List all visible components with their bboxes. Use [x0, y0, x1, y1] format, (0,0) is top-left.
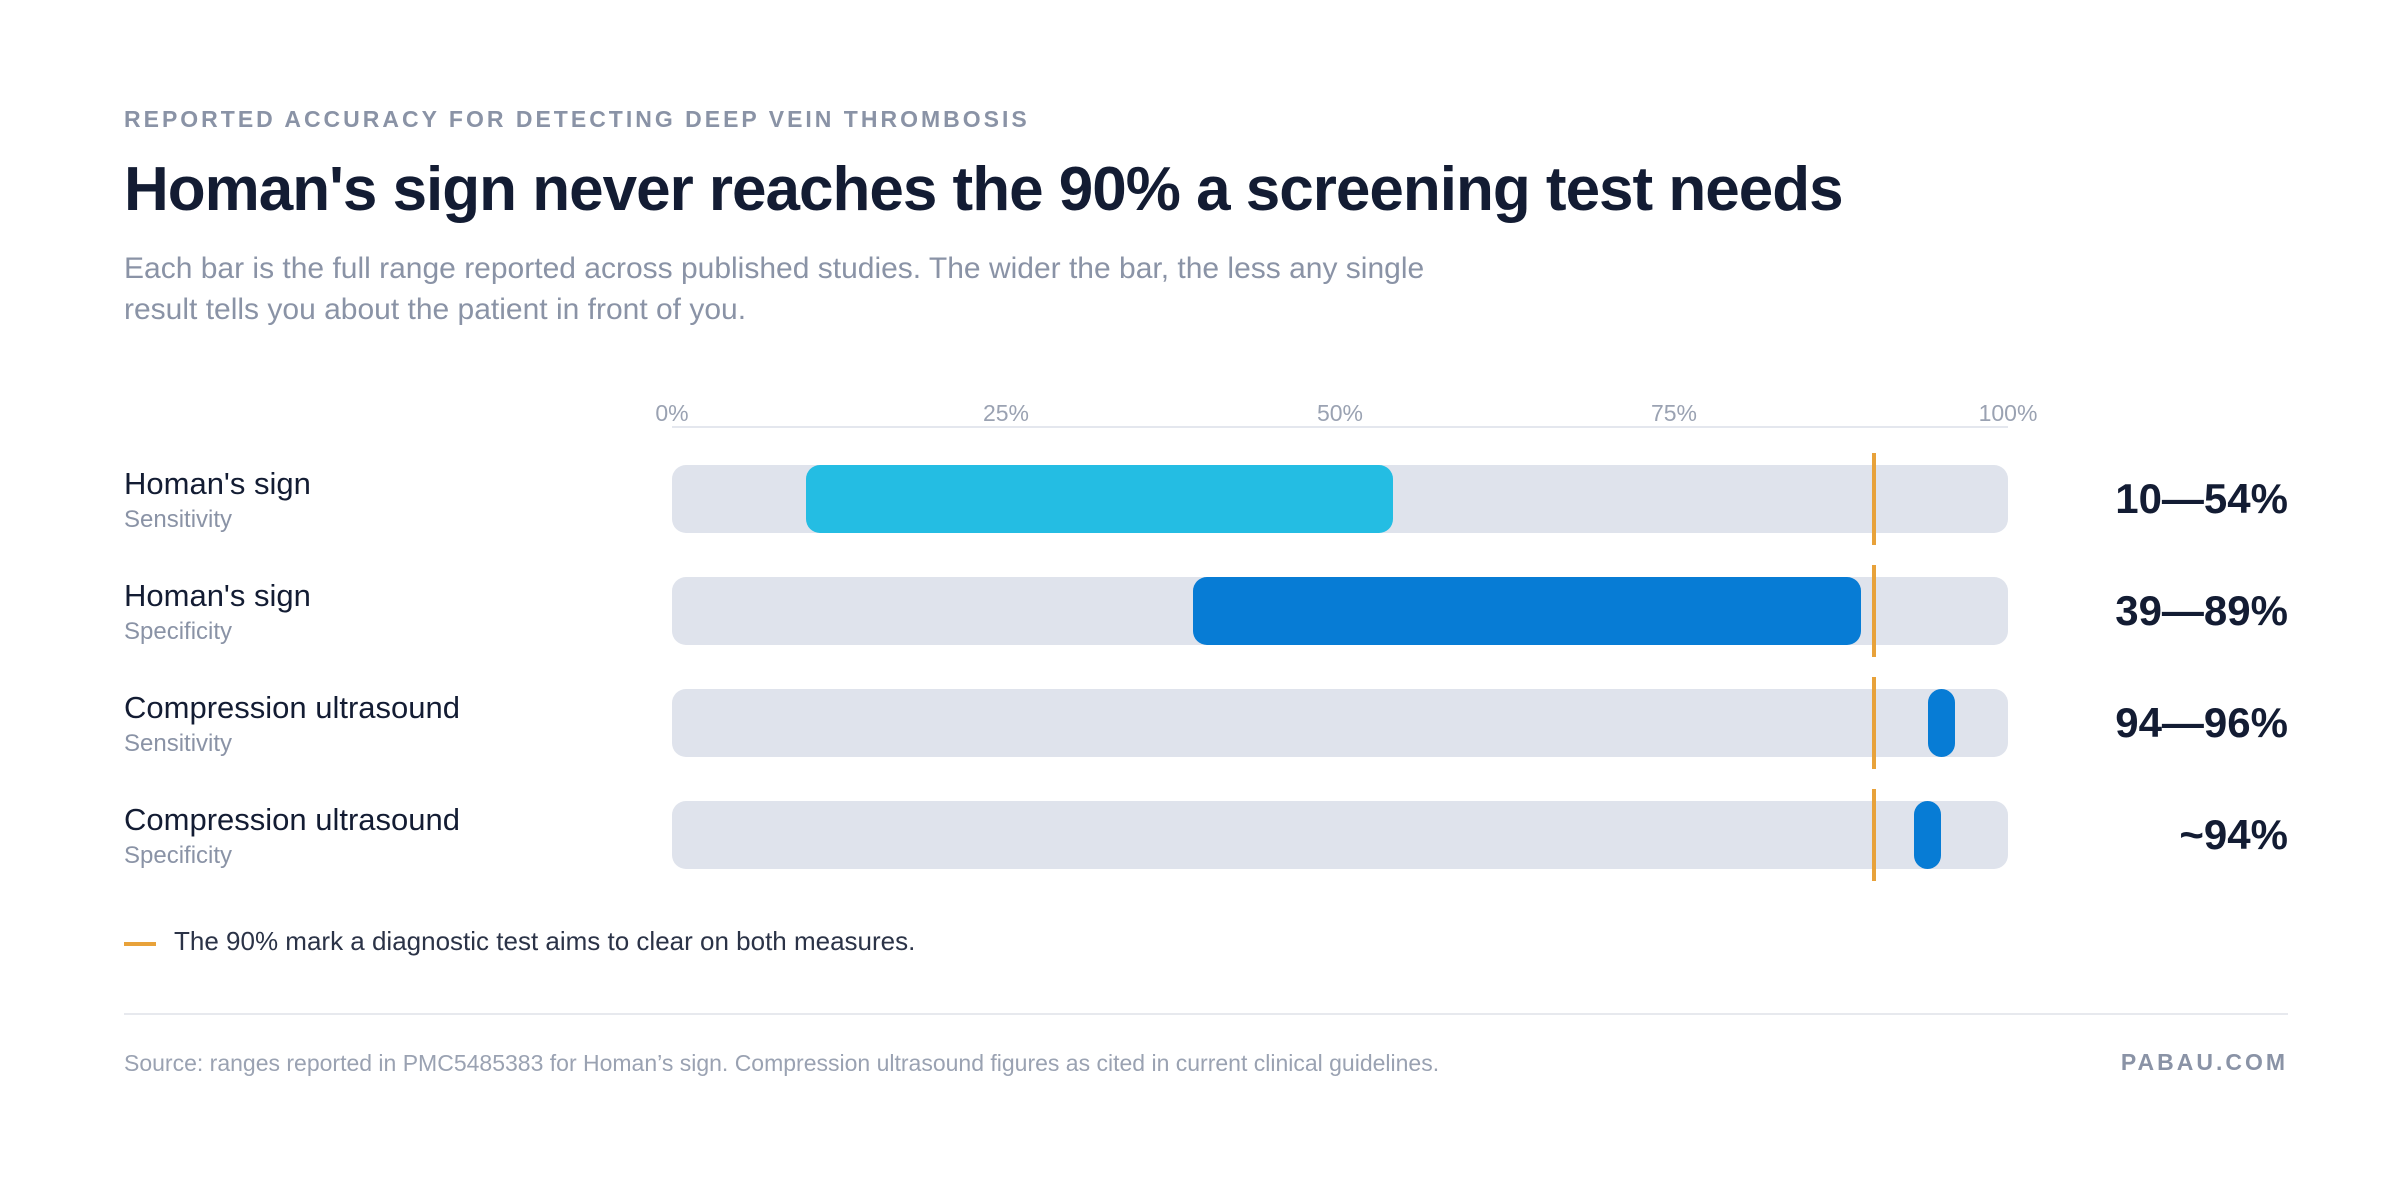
brand-mark: PABAU.COM — [2120, 1049, 2288, 1075]
row-name: Homan's sign — [124, 578, 311, 613]
row-label: Compression ultrasound Sensitivity — [124, 689, 460, 761]
threshold-legend-swatch — [124, 942, 156, 946]
row-name: Homan's sign — [124, 466, 311, 501]
footer-divider — [124, 1013, 2288, 1015]
threshold-marker — [1872, 565, 1877, 657]
bar-track — [672, 801, 2008, 869]
bar-track — [672, 577, 2008, 645]
row-measure: Sensitivity — [124, 730, 233, 757]
row-measure: Specificity — [124, 842, 233, 869]
threshold-marker — [1872, 789, 1877, 881]
row-measure: Sensitivity — [124, 506, 233, 533]
axis-tick-label: 50% — [1316, 400, 1364, 426]
range-value-label: 10—54% — [2115, 475, 2288, 522]
bar-track — [672, 689, 2008, 757]
row-label: Compression ultrasound Specificity — [124, 801, 460, 873]
range-value-label: ~94% — [2179, 811, 2288, 858]
range-bar — [805, 465, 1394, 533]
bar-track — [672, 465, 2008, 533]
axis-tick-label: 0% — [655, 400, 689, 426]
range-bar — [1193, 577, 1862, 645]
threshold-marker — [1872, 453, 1877, 545]
range-bar — [1914, 801, 1942, 869]
threshold-marker — [1872, 677, 1877, 769]
axis-tick-label: 25% — [982, 400, 1030, 426]
range-value-label: 39—89% — [2115, 587, 2288, 634]
axis-line — [672, 426, 2008, 428]
chart-subtitle: Each bar is the full range reported acro… — [124, 252, 1425, 326]
row-name: Compression ultrasound — [124, 690, 461, 725]
axis-tick-label: 100% — [1978, 400, 2038, 426]
source-note: Source: ranges reported in PMC5485383 fo… — [124, 1050, 1440, 1076]
row-name: Compression ultrasound — [124, 802, 461, 837]
row-label: Homan's sign Specificity — [124, 577, 311, 649]
row-measure: Specificity — [124, 618, 233, 645]
range-value-label: 94—96% — [2115, 699, 2288, 746]
range-bar — [1927, 689, 1955, 757]
chart-title: Homan's sign never reaches the 90% a scr… — [124, 155, 1844, 224]
axis-tick-label: 75% — [1650, 400, 1698, 426]
row-label: Homan's sign Sensitivity — [124, 465, 311, 537]
chart-eyebrow: REPORTED ACCURACY FOR DETECTING DEEP VEI… — [124, 106, 1030, 132]
legend-text: The 90% mark a diagnostic test aims to c… — [174, 926, 916, 956]
